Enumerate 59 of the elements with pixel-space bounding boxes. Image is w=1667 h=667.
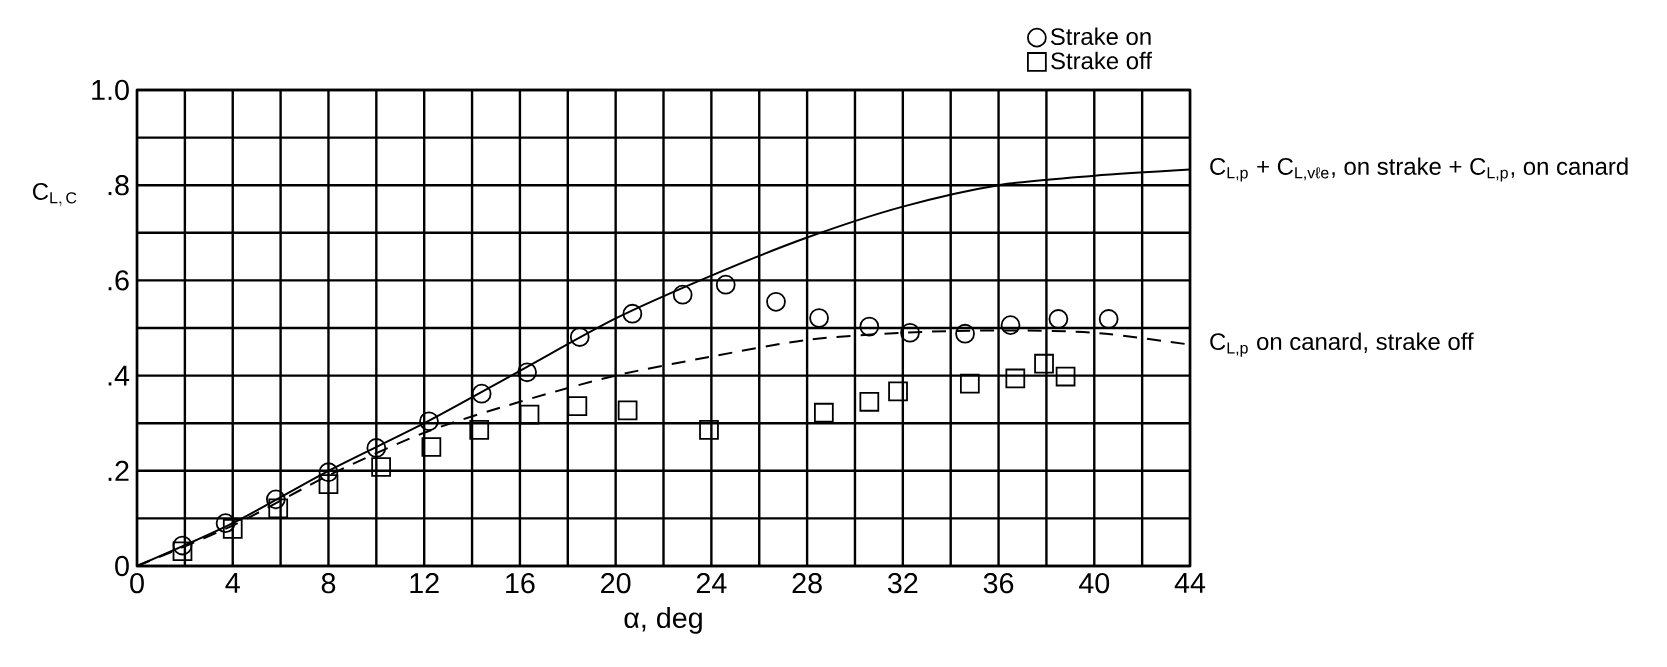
x-axis-title: α, deg [624,607,702,634]
point [421,437,442,457]
point [766,291,786,312]
point [900,322,920,343]
point [1034,353,1054,374]
point [715,274,736,295]
x-tick-label: 20 [601,573,631,594]
point [517,362,537,383]
point [699,420,719,440]
point [955,323,975,344]
point [471,383,492,404]
point [567,396,588,416]
y-tick-label: 0 [115,555,129,577]
y-tick-label: .2 [108,460,129,481]
point [1005,368,1026,389]
point [519,404,540,425]
point [809,308,829,328]
point [1000,315,1021,336]
point [859,391,880,412]
point [859,316,880,337]
point [371,457,391,477]
x-tick-label: 28 [792,573,822,594]
x-tick-label: 4 [225,573,240,593]
point [318,462,339,483]
y-tick-label: .4 [108,365,130,386]
x-tick-label: 8 [321,573,336,594]
annotation: C$_{L,p}$ + C$_{L,vℓe}$, on strake + C$_{L,p}$, on canard [1210,157,1628,182]
x-tick-label: 0 [130,573,144,594]
point [318,474,339,494]
legend-label: Strake off [1051,51,1152,70]
y-tick-label: .6 [108,270,129,291]
x-tick-label: 36 [983,573,1014,594]
point [569,327,590,347]
y-tick-label: .8 [108,175,129,196]
x-tick-label: 40 [1078,573,1110,594]
point [172,541,193,562]
x-tick-label: 16 [506,573,535,594]
point [366,438,387,458]
y-axis-title: $\mathrm{C}_{\mathrm{L,\,C}}$ [33,183,77,207]
point [1055,366,1076,387]
point [672,284,693,305]
point [813,402,834,423]
x-tick-label: 12 [410,573,439,594]
point [265,489,286,510]
x-tick-label: 24 [696,573,727,594]
legend-label: Strake on [1050,27,1151,46]
point [617,400,638,421]
point [222,519,243,539]
point [469,420,490,440]
x-tick-label: 32 [887,573,918,594]
point [1048,309,1069,329]
point [268,498,289,519]
point [959,373,980,394]
y-tick-label: 1.0 [92,79,129,101]
x-tick-label: 44 [1174,573,1206,593]
point [1098,309,1119,329]
point [888,381,908,402]
point [622,303,643,324]
annotation: C$_{L,p}$ on canard, strake off [1210,332,1474,357]
